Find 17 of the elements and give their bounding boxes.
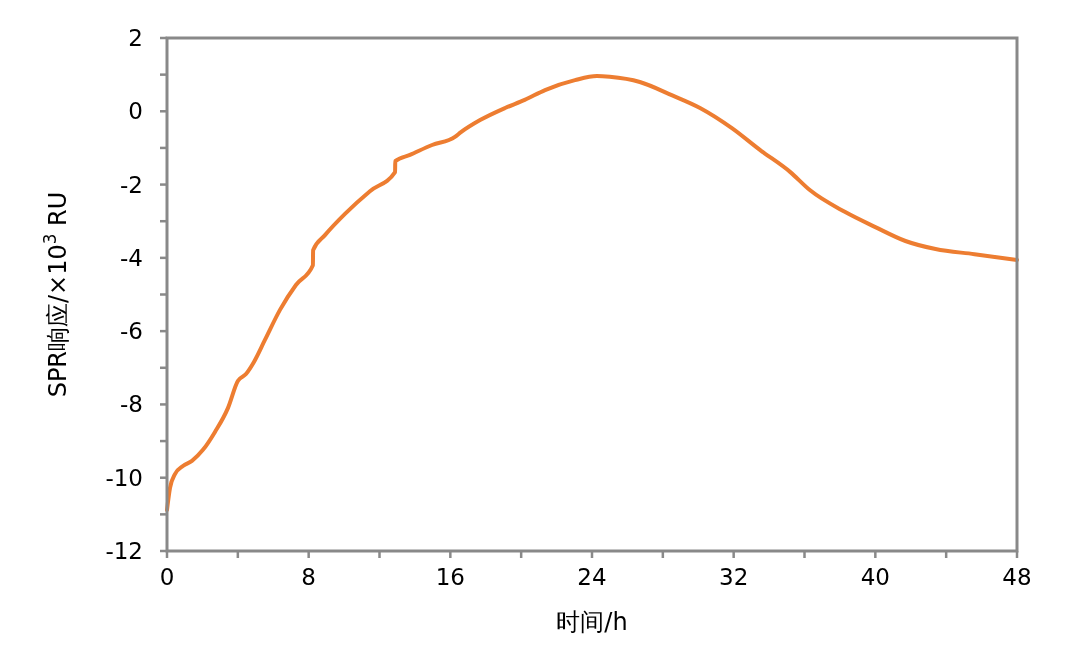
y-tick-label: -12	[105, 538, 143, 564]
x-axis-title: 时间/h	[556, 608, 628, 636]
x-tick-label: 0	[159, 564, 175, 590]
line-series	[165, 74, 1019, 512]
x-tick-label: 8	[301, 564, 316, 590]
y-tick-label: -4	[120, 244, 143, 271]
y-tick-label: -10	[105, 464, 143, 491]
y-tick-label: 2	[128, 25, 143, 51]
x-tick-label: 48	[1002, 564, 1032, 590]
x-tick-label: 32	[719, 564, 749, 590]
y-tick-label: -8	[120, 391, 143, 418]
x-tick-label: 16	[435, 564, 465, 590]
y-tick-label: -2	[120, 171, 143, 198]
y-tick-label: 0	[128, 98, 143, 125]
x-tick-label: 24	[577, 564, 607, 590]
x-tick-label: 40	[860, 564, 890, 590]
y-tick-label: -6	[120, 318, 143, 345]
